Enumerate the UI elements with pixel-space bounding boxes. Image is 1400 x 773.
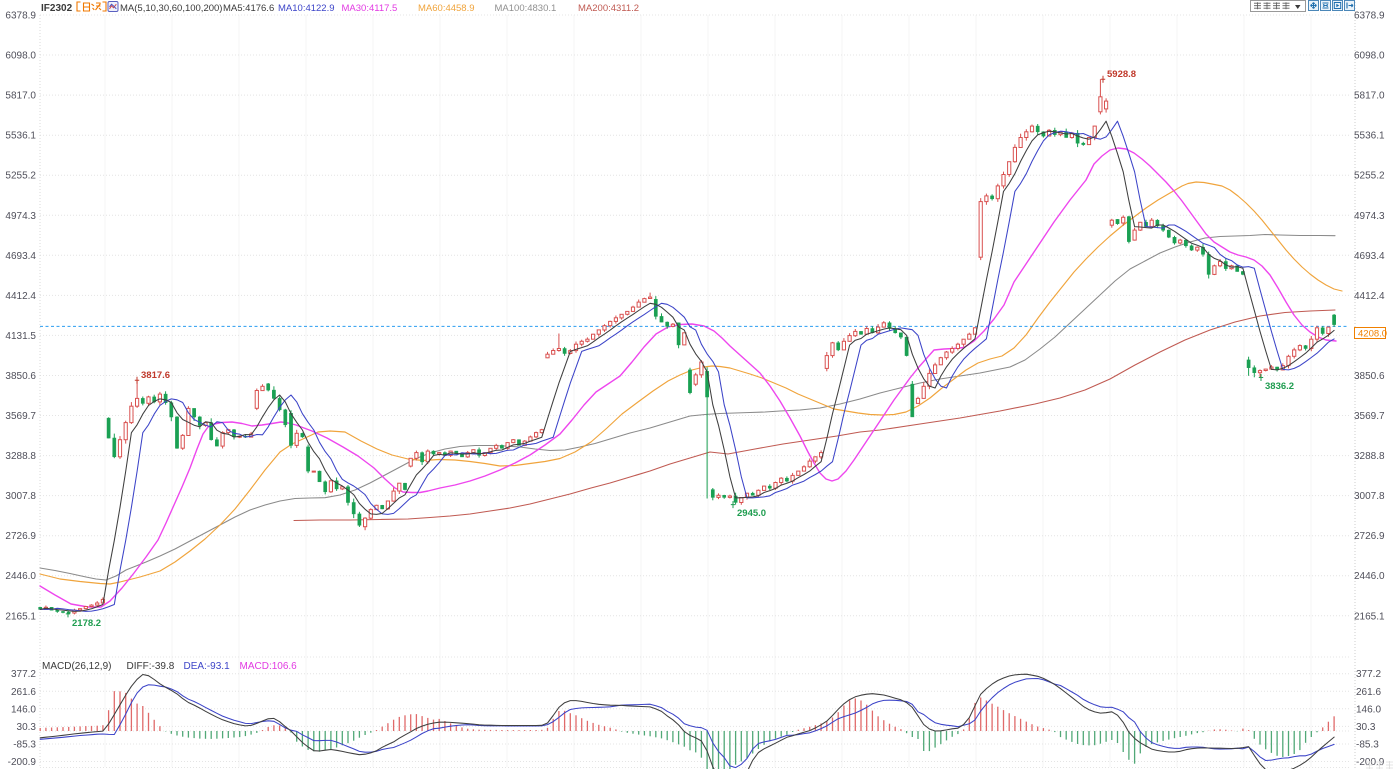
svg-text:MACD(26,12,9): MACD(26,12,9) xyxy=(42,661,111,672)
svg-text:4693.4: 4693.4 xyxy=(1354,251,1385,262)
svg-text:261.6: 261.6 xyxy=(11,687,36,698)
svg-text:146.0: 146.0 xyxy=(11,704,36,715)
svg-text:5536.1: 5536.1 xyxy=(5,131,36,142)
svg-text:-200.9: -200.9 xyxy=(1356,757,1385,768)
svg-text:4974.3: 4974.3 xyxy=(1354,211,1385,222)
svg-text:-85.3: -85.3 xyxy=(13,740,36,751)
svg-text:MA60:4458.9: MA60:4458.9 xyxy=(418,3,475,14)
svg-text:30.3: 30.3 xyxy=(1356,722,1376,733)
svg-text:2726.9: 2726.9 xyxy=(1354,531,1385,542)
svg-text:IF2302: IF2302 xyxy=(41,3,73,14)
svg-text:3569.7: 3569.7 xyxy=(5,411,36,422)
svg-text:4412.4: 4412.4 xyxy=(5,291,36,302)
svg-text:-85.3: -85.3 xyxy=(1356,740,1379,751)
svg-text:377.2: 377.2 xyxy=(11,669,36,680)
svg-text:3288.8: 3288.8 xyxy=(1354,451,1385,462)
svg-text:5928.8: 5928.8 xyxy=(1107,69,1136,80)
svg-text:5255.2: 5255.2 xyxy=(1354,171,1385,182)
svg-text:4693.4: 4693.4 xyxy=(5,251,36,262)
svg-text:2165.1: 2165.1 xyxy=(5,611,36,622)
svg-text:3007.8: 3007.8 xyxy=(1354,491,1385,502)
svg-text:3288.8: 3288.8 xyxy=(5,451,36,462)
svg-text:2446.0: 2446.0 xyxy=(5,571,36,582)
svg-text:3850.6: 3850.6 xyxy=(1354,371,1385,382)
svg-text:2165.1: 2165.1 xyxy=(1354,611,1385,622)
svg-text:3817.6: 3817.6 xyxy=(141,370,170,381)
svg-text:146.0: 146.0 xyxy=(1356,704,1381,715)
svg-text:3850.6: 3850.6 xyxy=(5,371,36,382)
svg-text:2178.2: 2178.2 xyxy=(72,618,101,629)
svg-text:MA100:4830.1: MA100:4830.1 xyxy=(495,3,557,14)
svg-text:6098.0: 6098.0 xyxy=(5,51,36,62)
svg-text:5817.0: 5817.0 xyxy=(5,91,36,102)
svg-text:3007.8: 3007.8 xyxy=(5,491,36,502)
svg-text:MA10:4122.9: MA10:4122.9 xyxy=(278,3,335,14)
svg-text:4412.4: 4412.4 xyxy=(1354,291,1385,302)
svg-text:261.6: 261.6 xyxy=(1356,687,1381,698)
svg-text:3569.7: 3569.7 xyxy=(1354,411,1385,422)
svg-text:2945.0: 2945.0 xyxy=(737,508,766,519)
svg-text:3836.2: 3836.2 xyxy=(1265,381,1294,392)
svg-text:DEA:-93.1: DEA:-93.1 xyxy=(184,661,231,672)
svg-text:4974.3: 4974.3 xyxy=(5,211,36,222)
svg-text:2726.9: 2726.9 xyxy=(5,531,36,542)
svg-text:5255.2: 5255.2 xyxy=(5,171,36,182)
svg-text:30.3: 30.3 xyxy=(17,722,37,733)
svg-text:DIFF:-39.8: DIFF:-39.8 xyxy=(127,661,175,672)
svg-text:4131.5: 4131.5 xyxy=(5,331,36,342)
svg-text:MA200:4311.2: MA200:4311.2 xyxy=(578,3,639,14)
svg-text:MA(5,10,30,60,100,200): MA(5,10,30,60,100,200) xyxy=(120,3,222,14)
svg-text:6378.9: 6378.9 xyxy=(5,11,36,22)
svg-text:2446.0: 2446.0 xyxy=(1354,571,1385,582)
svg-text:MA30:4117.5: MA30:4117.5 xyxy=(342,3,398,14)
svg-text:6098.0: 6098.0 xyxy=(1354,51,1385,62)
svg-text:377.2: 377.2 xyxy=(1356,669,1381,680)
svg-text:MACD:106.6: MACD:106.6 xyxy=(240,661,298,672)
svg-text:-200.9: -200.9 xyxy=(8,757,37,768)
svg-text:5536.1: 5536.1 xyxy=(1354,131,1385,142)
svg-text:MA5:4176.6: MA5:4176.6 xyxy=(223,3,274,14)
svg-text:4208.0: 4208.0 xyxy=(1358,328,1387,339)
svg-text:5817.0: 5817.0 xyxy=(1354,91,1385,102)
svg-text:6378.9: 6378.9 xyxy=(1354,11,1385,22)
